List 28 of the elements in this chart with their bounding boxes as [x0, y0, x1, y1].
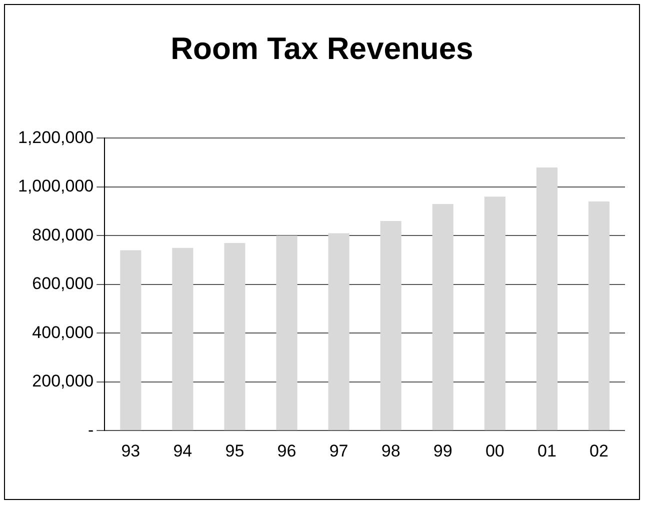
bar — [432, 204, 454, 430]
y-tick-label: 1,200,000 — [18, 128, 94, 147]
bar — [380, 221, 402, 430]
y-tick-label: 800,000 — [32, 225, 94, 244]
bar — [536, 167, 558, 430]
x-tick-label: 95 — [225, 441, 244, 460]
y-tick-label: 1,000,000 — [18, 176, 94, 196]
bar — [120, 250, 142, 430]
x-tick-label: 93 — [121, 441, 140, 460]
chart-title: Room Tax Revenues — [170, 31, 474, 67]
x-tick-label: 97 — [329, 441, 348, 460]
x-tick-label: 02 — [590, 441, 608, 460]
bar — [484, 196, 506, 430]
x-tick-label: 99 — [433, 441, 452, 460]
y-tick-label: - — [88, 420, 94, 440]
y-tick-label: 400,000 — [32, 322, 94, 342]
x-tick-label: 96 — [277, 441, 296, 460]
x-tick-label: 01 — [537, 441, 556, 460]
y-tick-label: 600,000 — [32, 274, 94, 294]
x-tick-label: 94 — [173, 441, 192, 460]
x-tick-label: 98 — [381, 441, 400, 460]
bar — [172, 248, 194, 430]
y-tick-label: 200,000 — [32, 372, 94, 391]
bar — [328, 233, 350, 430]
bar — [224, 242, 246, 430]
bar — [276, 236, 298, 430]
x-tick-label: 00 — [485, 441, 504, 460]
bar — [588, 202, 610, 430]
